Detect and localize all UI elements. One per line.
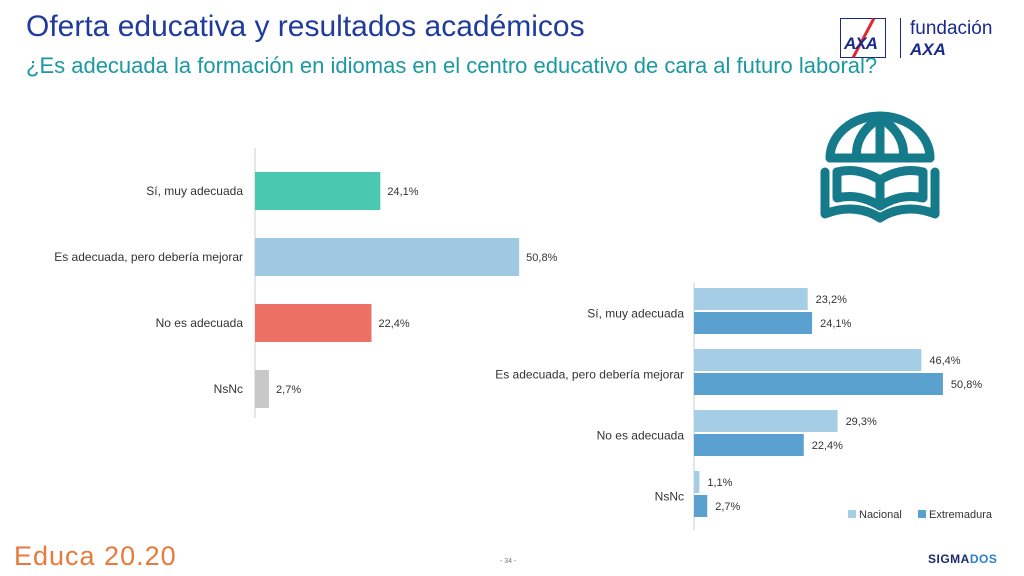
logo-fundacion-text: fundación: [910, 18, 993, 39]
logo-separator: [900, 18, 901, 58]
chart2-value-label: 29,3%: [846, 416, 877, 428]
chart2-value-label: 50,8%: [951, 379, 982, 391]
chart2-category-label: NsNc: [655, 490, 684, 504]
chart-overall: Sí, muy adecuada 24,1% Es adecuada, pero d…: [54, 148, 558, 418]
chart2-bar-nacional: [694, 349, 922, 371]
logo-axa-text: AXA: [910, 40, 946, 59]
chart2-legend-swatch: [848, 510, 856, 518]
chart2-category-label: No es adecuada: [597, 429, 685, 443]
open-book-globe-icon: [820, 111, 940, 223]
chart1-value-label: 2,7%: [276, 384, 301, 396]
chart2-bar-extremadura: [694, 495, 708, 517]
chart1-bar: [255, 304, 372, 342]
chart1-value-label: 22,4%: [378, 318, 409, 330]
educa-2020-brand: Educa 20.20: [14, 541, 177, 571]
chart2-bar-extremadura: [694, 434, 804, 456]
chart2-bar-nacional: [694, 288, 808, 310]
chart1-bar: [255, 370, 270, 408]
chart2-value-label: 1,1%: [707, 477, 732, 489]
chart1-category-label: Sí, muy adecuada: [146, 184, 243, 198]
chart1-value-label: 24,1%: [387, 186, 418, 198]
chart2-value-label: 46,4%: [929, 355, 960, 367]
chart2-category-label: Sí, muy adecuada: [587, 307, 684, 321]
sigmados-brand: SIGMADOS: [928, 552, 997, 566]
page-title: Oferta educativa y resultados académicos: [26, 10, 585, 43]
axa-logo-text: AXA: [844, 34, 878, 53]
chart2-bar-nacional: [694, 410, 838, 432]
chart2-bar-extremadura: [694, 373, 943, 395]
chart2-bar-nacional: [694, 471, 700, 493]
chart2-value-label: 23,2%: [816, 294, 847, 306]
chart1-category-label: Es adecuada, pero debería mejorar: [54, 250, 243, 264]
chart2-legend-label: Nacional: [859, 509, 902, 521]
sigmados-brand-part1: SIGMA: [928, 552, 970, 566]
page-subtitle: ¿Es adecuada la formación en idiomas en …: [26, 53, 878, 78]
chart2-category-label: Es adecuada, pero debería mejorar: [495, 368, 684, 382]
fundacion-axa-logo: AXA fundación AXA: [840, 16, 1020, 62]
chart2-legend-label: Extremadura: [929, 509, 993, 521]
chart1-bar: [255, 238, 520, 276]
sigmados-brand-part2: DOS: [969, 552, 998, 566]
chart-nacional-vs-extremadura: Sí, muy adecuada 23,2% 24,1% Es adecuada, p…: [495, 282, 993, 530]
chart1-category-label: No es adecuada: [156, 316, 244, 330]
chart2-legend-swatch: [918, 510, 926, 518]
chart2-bar-extremadura: [694, 312, 813, 334]
chart2-value-label: 24,1%: [820, 318, 851, 330]
chart1-category-label: NsNc: [214, 382, 243, 396]
chart2-value-label: 2,7%: [715, 501, 740, 513]
axa-logo-box: [840, 18, 886, 58]
chart2-value-label: 22,4%: [812, 440, 843, 452]
page-number: - 34 -: [500, 558, 517, 565]
chart1-bar: [255, 172, 381, 210]
chart1-value-label: 50,8%: [526, 252, 557, 264]
